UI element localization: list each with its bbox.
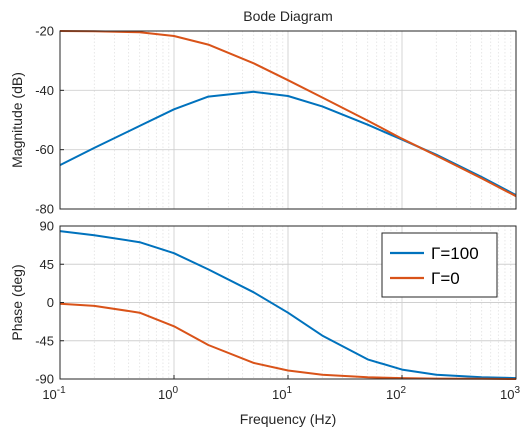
legend-box (381, 232, 498, 298)
x-tick-label: 101 (272, 385, 292, 402)
y-tick-label: 90 (40, 219, 54, 234)
y-tick-label: 0 (47, 295, 54, 310)
x-tick-label: 103 (500, 385, 520, 402)
y-tick-label: 45 (40, 257, 54, 272)
x-tick-label: 10-1 (42, 385, 66, 402)
legend-label: Γ=100 (431, 244, 479, 263)
y-tick-label: -90 (35, 372, 54, 387)
series-line-gamma-0 (59, 30, 517, 198)
y-tick-label: -40 (35, 83, 54, 98)
x-tick-label: 100 (158, 385, 178, 402)
y-tick-label: -20 (35, 24, 54, 39)
chart-title: Bode Diagram (243, 8, 333, 24)
series-line-gamma-100 (59, 230, 517, 380)
x-axis-label: Frequency (Hz) (240, 411, 336, 427)
y-tick-label: -60 (35, 142, 54, 157)
legend-label: Γ=0 (431, 269, 460, 288)
x-tick-label: 102 (386, 385, 406, 402)
y-axis-label: Magnitude (dB) (9, 72, 25, 168)
y-tick-label: -45 (35, 333, 54, 348)
magnitude-axes: -20 -40 -60 -80 Magnitude (dB) Bode Diagram (9, 8, 517, 217)
y-tick-label: -80 (35, 202, 54, 217)
axes-box (59, 30, 517, 210)
phase-axes: 90 45 0 -45 -90 Phase (deg) 10-1 100 101 102 103 Fr… (9, 219, 520, 428)
y-axis-label: Phase (deg) (9, 264, 25, 340)
